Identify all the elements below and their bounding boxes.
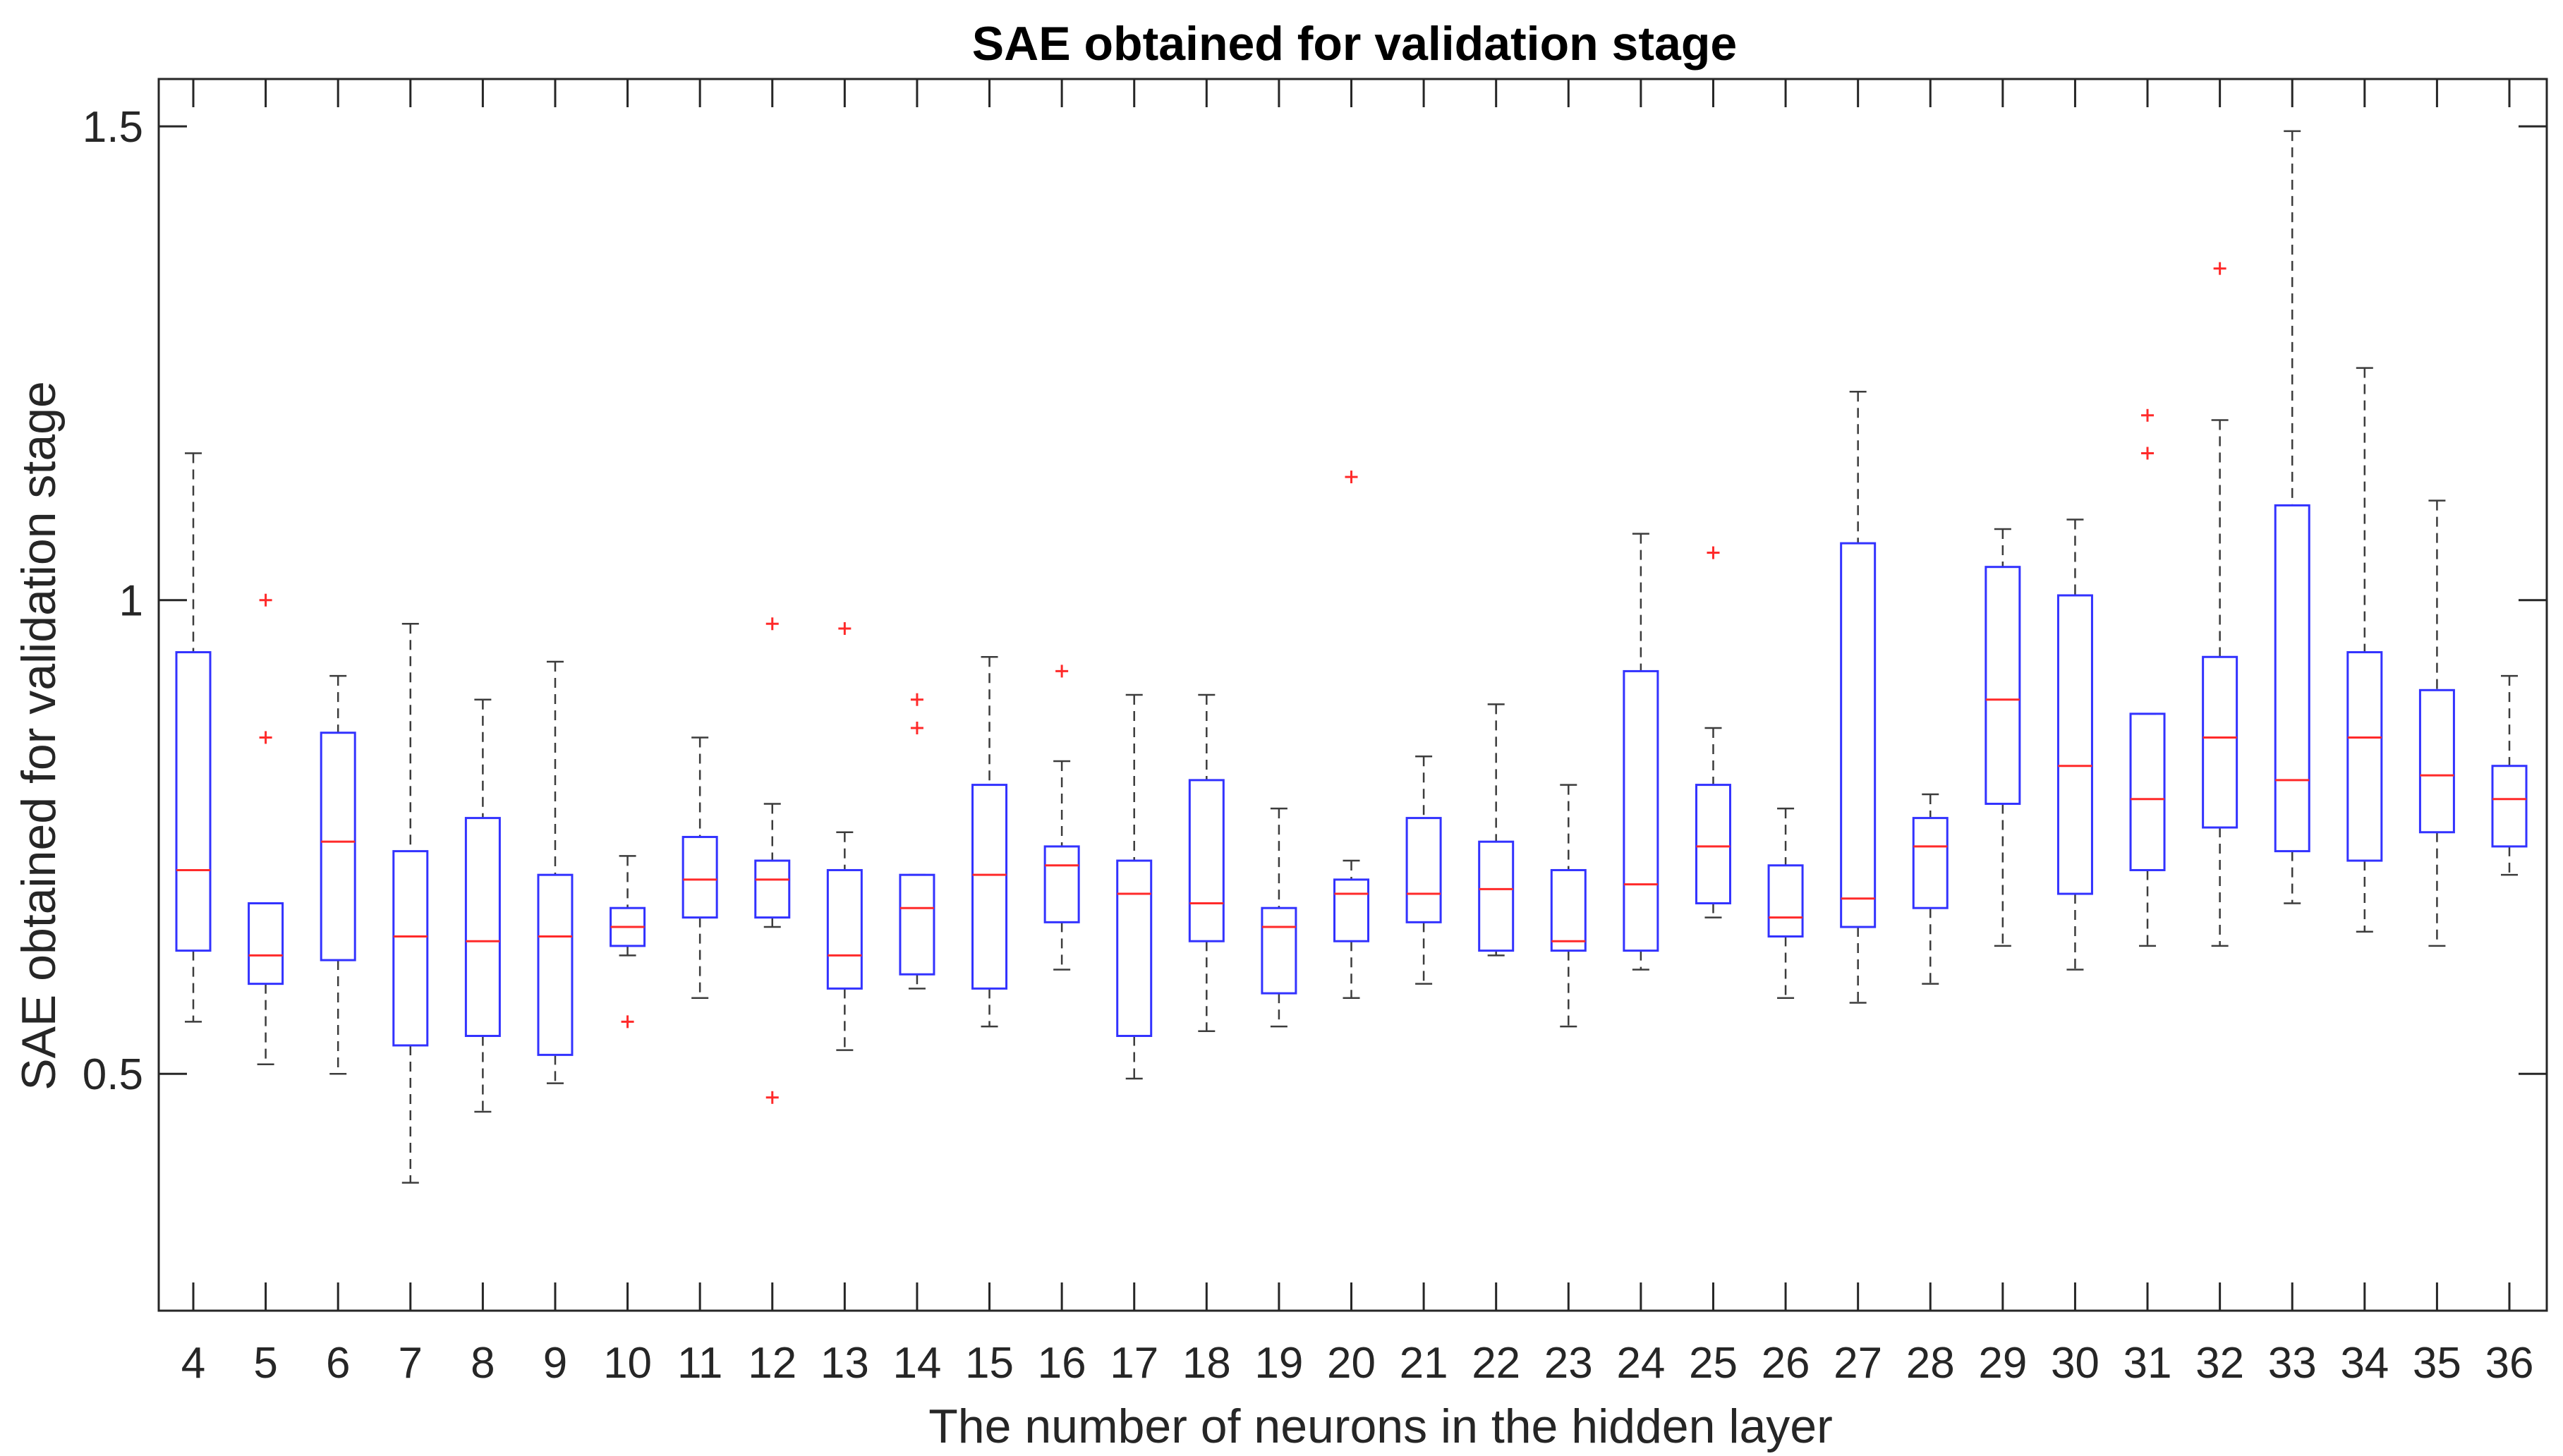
x-tick-label: 30: [2051, 1339, 2100, 1388]
x-tick-label: 19: [1254, 1339, 1303, 1388]
x-tick-label: 25: [1689, 1339, 1738, 1388]
box: [681, 835, 718, 919]
axes-frame: [157, 78, 2548, 1312]
x-tick-label: 14: [892, 1339, 941, 1388]
y-tick-label: 0.5: [83, 1050, 143, 1099]
y-tick-label: 1.5: [83, 103, 143, 152]
box: [464, 817, 501, 1038]
x-tick-label: 29: [1978, 1339, 2027, 1388]
x-tick-label: 4: [181, 1339, 205, 1388]
x-tick-label: 36: [2485, 1339, 2534, 1388]
x-tick-label: 23: [1544, 1339, 1593, 1388]
box: [1261, 906, 1297, 995]
x-axis-label: The number of neurons in the hidden laye…: [928, 1400, 1832, 1453]
box: [248, 902, 284, 985]
box: [899, 873, 935, 976]
x-tick-label: 34: [2340, 1339, 2389, 1388]
box: [320, 732, 356, 961]
box: [2418, 688, 2455, 834]
box: [1333, 878, 1369, 942]
x-tick-label: 31: [2123, 1339, 2172, 1388]
box: [2274, 504, 2310, 853]
x-tick-label: 22: [1472, 1339, 1520, 1388]
x-tick-label: 8: [471, 1339, 495, 1388]
box: [1912, 817, 1949, 909]
box: [1043, 845, 1080, 923]
x-tick-label: 26: [1762, 1339, 1810, 1388]
x-tick-label: 18: [1182, 1339, 1231, 1388]
box: [2346, 651, 2383, 862]
x-tick-label: 6: [326, 1339, 350, 1388]
chart-title: SAE obtained for validation stage: [972, 17, 1737, 71]
box: [1840, 542, 1877, 928]
x-tick-label: 11: [677, 1339, 722, 1388]
x-tick-label: 7: [399, 1339, 423, 1388]
x-tick-label: 10: [603, 1339, 652, 1388]
box: [1623, 669, 1659, 952]
box: [1116, 859, 1153, 1038]
box: [1695, 784, 1731, 904]
x-tick-label: 27: [1834, 1339, 1882, 1388]
x-tick-label: 20: [1327, 1339, 1376, 1388]
box: [392, 850, 429, 1047]
box: [175, 651, 212, 952]
x-tick-label: 21: [1400, 1339, 1448, 1388]
box: [2129, 712, 2166, 871]
box: [1985, 566, 2021, 805]
box: [537, 873, 574, 1056]
x-tick-label: 5: [253, 1339, 277, 1388]
box: [1405, 817, 1442, 923]
x-tick-label: 17: [1110, 1339, 1158, 1388]
x-tick-label: 16: [1038, 1339, 1086, 1388]
y-tick-label: 1: [119, 577, 143, 626]
x-tick-label: 13: [820, 1339, 869, 1388]
box: [754, 859, 791, 919]
box: [2202, 655, 2238, 829]
box: [971, 784, 1008, 990]
x-tick-label: 15: [965, 1339, 1014, 1388]
box: [1550, 868, 1587, 952]
x-tick-label: 33: [2268, 1339, 2317, 1388]
box: [1188, 779, 1225, 942]
x-tick-label: 32: [2195, 1339, 2244, 1388]
box: [2056, 594, 2093, 895]
box: [826, 868, 863, 990]
box: [2491, 765, 2528, 848]
x-tick-label: 28: [1906, 1339, 1955, 1388]
box: [1767, 864, 1804, 938]
x-tick-label: 35: [2413, 1339, 2461, 1388]
x-tick-label: 12: [748, 1339, 796, 1388]
y-axis-label: SAE obtained for validation stage: [12, 381, 66, 1091]
plot-area: 0.5 1 1.5 4 5 6 7 8 9 10 11 12 13 14 15 16 17 18 19 20 21 22 2…: [83, 78, 2548, 1388]
box: [1478, 840, 1515, 952]
x-tick-label: 24: [1616, 1339, 1665, 1388]
x-tick-label: 9: [543, 1339, 567, 1388]
